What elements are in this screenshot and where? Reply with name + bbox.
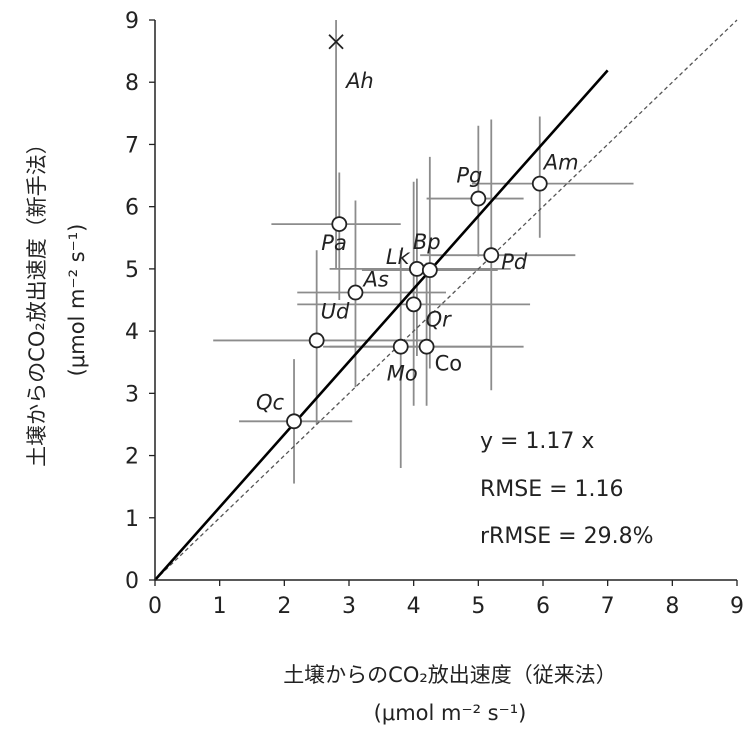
rrmse-value: rRMSE = 29.8% — [480, 524, 654, 549]
data-point-x-marker — [328, 34, 344, 50]
data-point — [405, 296, 422, 313]
y-axis-unit: (μmol m⁻² s⁻¹) — [65, 224, 89, 377]
data-point — [347, 284, 364, 301]
data-markers — [286, 34, 548, 430]
y-tick-label: 0 — [125, 569, 139, 594]
x-tick-label: 0 — [148, 594, 162, 619]
y-tick-label: 1 — [125, 507, 139, 532]
point-label: Bp — [413, 230, 441, 254]
regression-line — [154, 69, 609, 581]
rmse-value: RMSE = 1.16 — [480, 477, 624, 502]
x-tick-label: 3 — [342, 594, 356, 619]
point-label: Pa — [321, 231, 347, 255]
y-tick-label: 9 — [125, 9, 139, 34]
fit-equation: y = 1.17 x — [480, 429, 594, 454]
data-point — [418, 338, 435, 355]
point-label: Qr — [426, 307, 453, 331]
point-label: Ah — [344, 69, 374, 93]
axes — [149, 19, 738, 586]
point-label: Pg — [456, 164, 482, 188]
data-point — [531, 175, 548, 192]
y-axis-title: 土壌からのCO₂放出速度（新手法） — [25, 133, 49, 467]
point-label: Mo — [387, 362, 418, 386]
point-label: Am — [542, 151, 579, 175]
data-point — [392, 338, 409, 355]
trend-lines — [154, 19, 738, 581]
point-label: As — [361, 268, 388, 292]
x-tick-label: 1 — [213, 594, 227, 619]
y-tick-label: 7 — [125, 133, 139, 158]
y-tick-label: 5 — [125, 258, 139, 283]
point-label: Lk — [386, 245, 411, 269]
data-point — [483, 247, 500, 264]
data-point — [286, 413, 302, 430]
y-tick-label: 8 — [125, 71, 139, 96]
data-point — [408, 260, 425, 277]
y-tick-label: 4 — [125, 320, 139, 345]
point-label: Qc — [256, 390, 285, 414]
tick-labels: 0 1 2 3 4 5 6 7 8 9 0 1 2 3 4 5 6 7 8 9 — [125, 9, 744, 619]
x-tick-label: 2 — [277, 594, 291, 619]
data-point — [308, 332, 325, 349]
data-point — [421, 262, 438, 279]
x-tick-label: 5 — [471, 594, 485, 619]
x-tick-label: 6 — [536, 594, 550, 619]
y-tick-label: 6 — [125, 196, 139, 221]
data-point — [470, 190, 487, 207]
one-to-one-line — [154, 19, 738, 581]
data-point — [331, 216, 348, 232]
y-tick-label: 2 — [125, 445, 139, 470]
point-label: Ud — [321, 299, 350, 323]
y-tick-label: 3 — [125, 382, 139, 407]
x-tick-label: 8 — [665, 594, 679, 619]
x-tick-label: 4 — [407, 594, 421, 619]
x-axis-title: 土壌からのCO₂放出速度（従来法） — [283, 663, 617, 687]
x-tick-label: 9 — [730, 594, 744, 619]
x-axis-unit: (μmol m⁻² s⁻¹) — [374, 701, 527, 725]
point-label: Co — [435, 352, 463, 376]
point-label: Pd — [501, 250, 528, 274]
x-tick-label: 7 — [601, 594, 615, 619]
